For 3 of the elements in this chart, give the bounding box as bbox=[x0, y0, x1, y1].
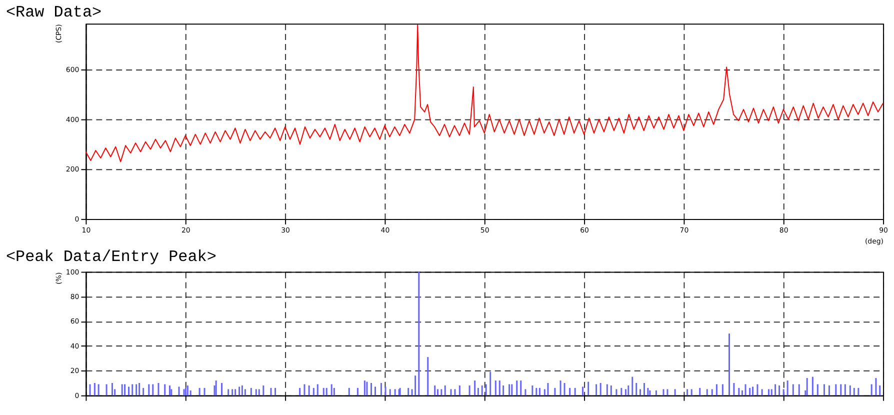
line-series bbox=[85, 24, 884, 162]
chart-title: <Raw Data> bbox=[6, 4, 102, 22]
chart-title: <Peak Data/Entry Peak> bbox=[6, 248, 216, 266]
